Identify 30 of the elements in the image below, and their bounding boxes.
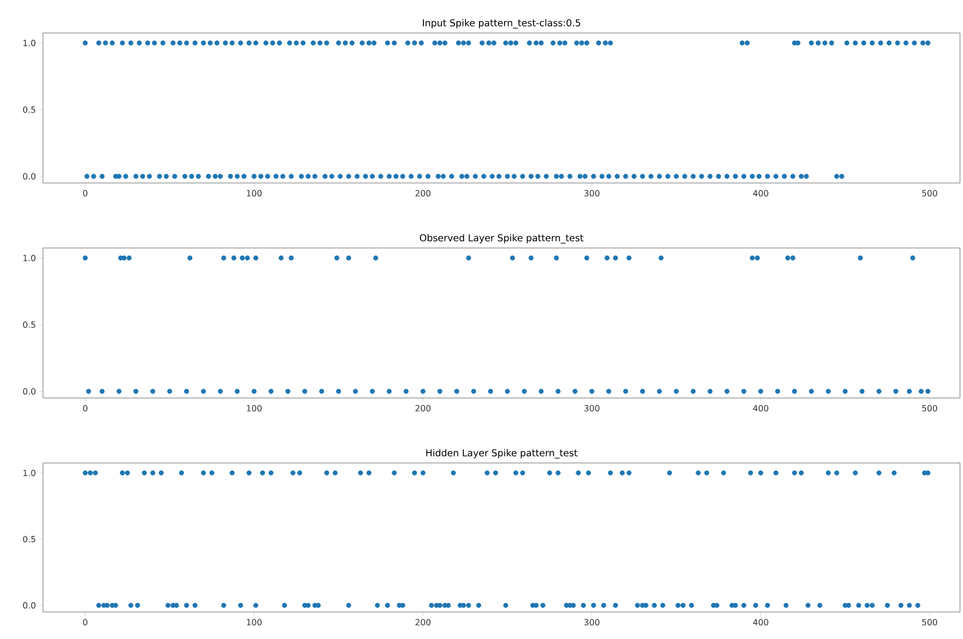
x-tick-label: 200 [416, 619, 430, 626]
x-tick-label: 100 [246, 190, 262, 196]
y-tick-label: 0.5 [23, 106, 36, 113]
x-tick-label: 400 [753, 190, 768, 196]
x-tick-label: 300 [584, 619, 600, 626]
x-tick-label: 200 [416, 190, 430, 196]
chart-title: Input Spike pattern_test-class:0.5 [422, 19, 580, 28]
chart-title: Hidden Layer Spike pattern_test [426, 449, 578, 458]
x-tick-label: 400 [753, 619, 768, 626]
x-tick-label: 0 [83, 619, 88, 626]
y-tick-label: 0.0 [23, 602, 36, 609]
x-tick-label: 0 [83, 190, 88, 196]
x-tick-label: 300 [584, 405, 600, 412]
y-tick-label: 0.5 [23, 321, 36, 328]
y-tick-label: 0.0 [23, 388, 36, 395]
y-tick-label: 1.0 [23, 40, 36, 46]
x-tick-label: 200 [416, 405, 430, 412]
y-tick-label: 0.0 [23, 173, 36, 180]
x-tick-label: 500 [922, 405, 938, 412]
y-tick-label: 1.0 [23, 254, 36, 262]
x-tick-label: 100 [246, 405, 262, 412]
x-tick-label: 100 [246, 619, 262, 626]
x-tick-label: 500 [922, 619, 938, 626]
y-tick-label: 0.5 [23, 536, 36, 542]
x-tick-label: 0 [83, 405, 88, 412]
x-tick-label: 400 [753, 405, 768, 412]
x-tick-label: 300 [584, 190, 600, 196]
chart-title: Observed Layer Spike pattern_test [420, 234, 584, 244]
y-tick-label: 1.0 [23, 470, 36, 476]
x-tick-label: 500 [922, 190, 938, 196]
